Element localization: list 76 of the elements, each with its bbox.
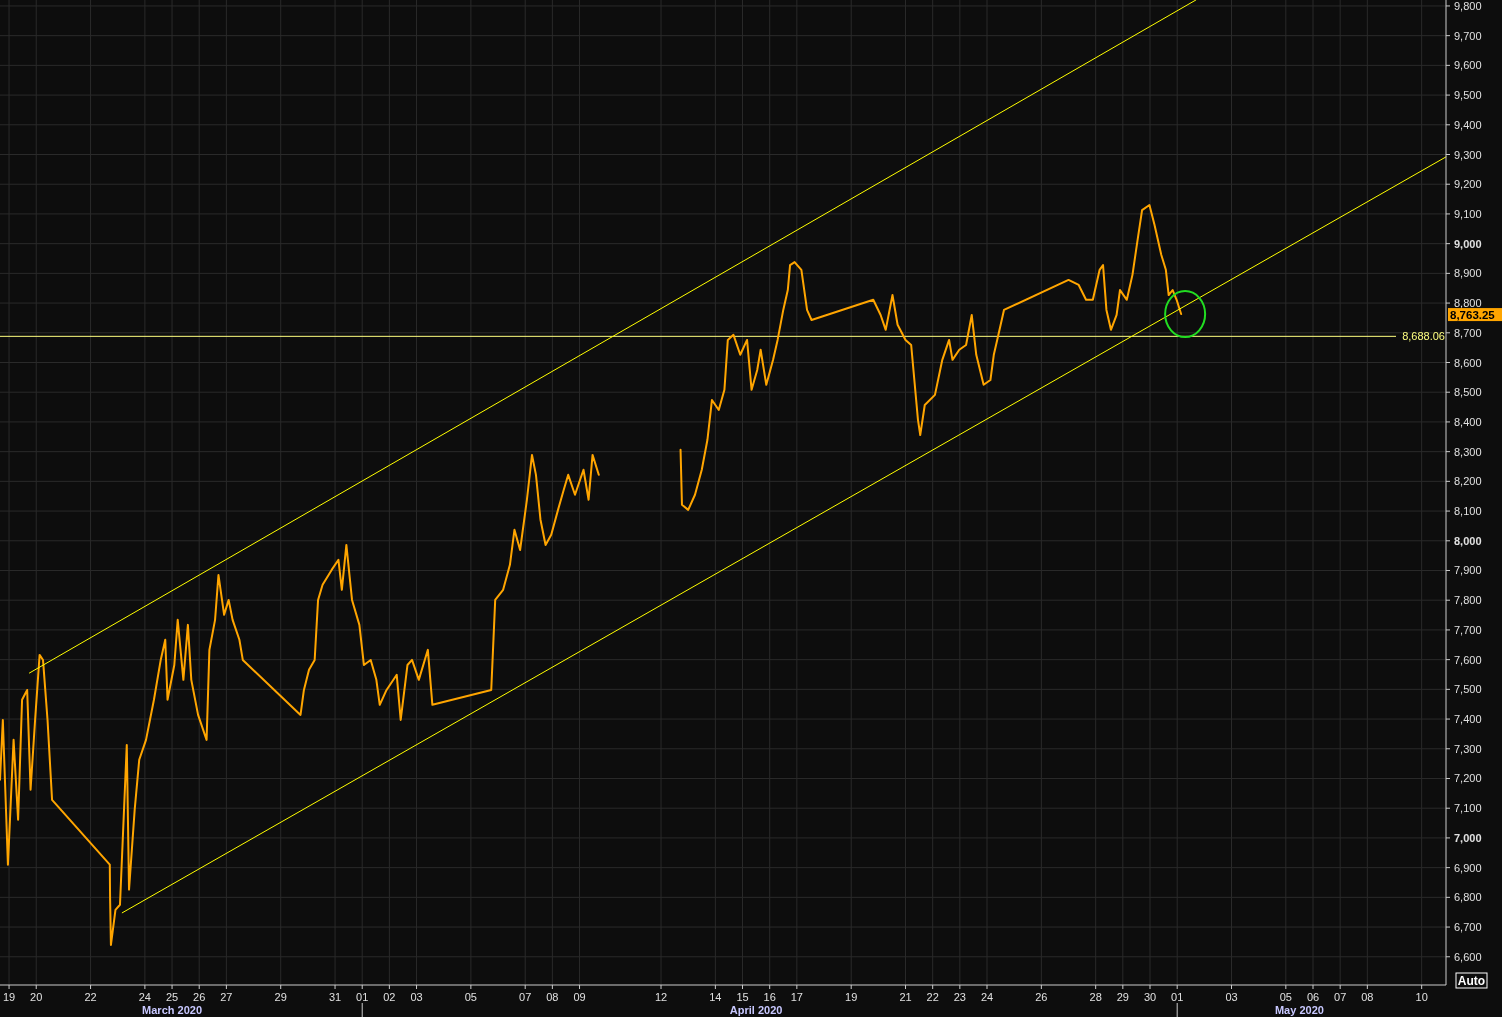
x-tick-label: 20 [30, 991, 43, 1003]
x-tick-label: 15 [736, 991, 749, 1003]
y-tick-label: 9,100 [1454, 207, 1482, 220]
x-tick-label: 26 [193, 991, 206, 1003]
y-tick-label: 6,900 [1454, 861, 1482, 874]
y-tick-label: 8,900 [1454, 267, 1482, 280]
text: 8,763.25 [1450, 309, 1496, 322]
y-tick-label: 8,800 [1454, 297, 1482, 310]
x-tick-label: 12 [654, 991, 668, 1003]
x-tick-label: 05 [464, 991, 477, 1003]
x-tick-label: 07 [519, 991, 532, 1003]
text: May 2020 [1274, 1004, 1324, 1016]
y-tick-label: 8,100 [1454, 505, 1482, 518]
x-tick-label: 03 [1225, 991, 1238, 1003]
y-tick-label: 9,500 [1454, 89, 1482, 102]
x-tick-label: 10 [1415, 991, 1428, 1003]
x-tick-label: 29 [274, 991, 287, 1003]
x-tick-label: 27 [220, 991, 233, 1003]
x-tick-label: 08 [546, 991, 559, 1003]
y-tick-label: 9,800 [1454, 0, 1482, 12]
y-tick-label: 7,900 [1454, 564, 1482, 577]
x-tick-label: 01 [356, 991, 369, 1003]
x-tick-label: 14 [709, 991, 722, 1003]
x-tick-label: 19 [2, 991, 16, 1003]
x-tick-label: 01 [1171, 991, 1184, 1003]
y-tick-label: 7,400 [1454, 713, 1482, 726]
y-tick-label: 7,200 [1454, 772, 1482, 785]
x-tick-label: 06 [1306, 991, 1320, 1003]
y-tick-label: 7,300 [1454, 742, 1482, 755]
y-tick-label: 9,700 [1454, 29, 1482, 42]
x-tick-label: 08 [1361, 991, 1374, 1003]
x-tick-label: 03 [410, 991, 423, 1003]
y-tick-label: 9,400 [1454, 118, 1482, 131]
x-tick-label: 23 [953, 991, 966, 1003]
y-tick-label: 7,100 [1454, 802, 1482, 815]
text: April 2020 [729, 1004, 783, 1016]
y-tick-label: 7,500 [1454, 683, 1482, 696]
y-tick-label: 9,600 [1454, 59, 1482, 72]
y-tick-label: 8,000 [1454, 534, 1482, 547]
y-tick-label: 8,200 [1454, 475, 1482, 488]
x-tick-label: 19 [845, 991, 858, 1003]
x-tick-label: 25 [165, 991, 179, 1003]
x-tick-label: 22 [926, 991, 939, 1003]
text: March 2020 [142, 1004, 203, 1016]
y-tick-label: 7,600 [1454, 653, 1482, 666]
y-tick-label: 6,800 [1454, 891, 1482, 904]
text: Auto [1457, 974, 1486, 988]
y-tick-label: 6,700 [1454, 921, 1482, 934]
y-tick-label: 8,400 [1454, 415, 1482, 428]
y-tick-label: 8,600 [1454, 356, 1482, 369]
x-tick-label: 09 [573, 991, 586, 1003]
y-tick-label: 8,700 [1454, 326, 1482, 339]
x-tick-label: 24 [980, 991, 994, 1003]
x-tick-label: 28 [1089, 991, 1102, 1003]
x-tick-label: 24 [138, 991, 152, 1003]
y-tick-label: 9,000 [1454, 237, 1482, 250]
ref-line-label: 8,688.06 [1402, 330, 1445, 343]
x-tick-label: 16 [763, 991, 776, 1003]
y-tick-label: 6,600 [1454, 950, 1482, 963]
x-tick-label: 05 [1279, 991, 1292, 1003]
x-tick-label: 26 [1035, 991, 1048, 1003]
y-tick-label: 8,500 [1454, 386, 1482, 399]
y-tick-label: 9,300 [1454, 148, 1482, 161]
x-tick-label: 21 [899, 991, 912, 1003]
x-tick-label: 30 [1143, 991, 1157, 1003]
x-tick-label: 29 [1116, 991, 1129, 1003]
x-tick-label: 07 [1334, 991, 1347, 1003]
y-tick-label: 7,000 [1454, 831, 1482, 844]
x-tick-label: 17 [790, 991, 803, 1003]
x-tick-label: 31 [328, 991, 342, 1003]
y-tick-label: 7,700 [1454, 623, 1482, 636]
y-tick-label: 8,300 [1454, 445, 1482, 458]
x-tick-label: 02 [383, 991, 396, 1003]
y-tick-label: 7,800 [1454, 594, 1482, 607]
y-tick-label: 9,200 [1454, 178, 1482, 191]
x-tick-label: 22 [84, 991, 97, 1003]
